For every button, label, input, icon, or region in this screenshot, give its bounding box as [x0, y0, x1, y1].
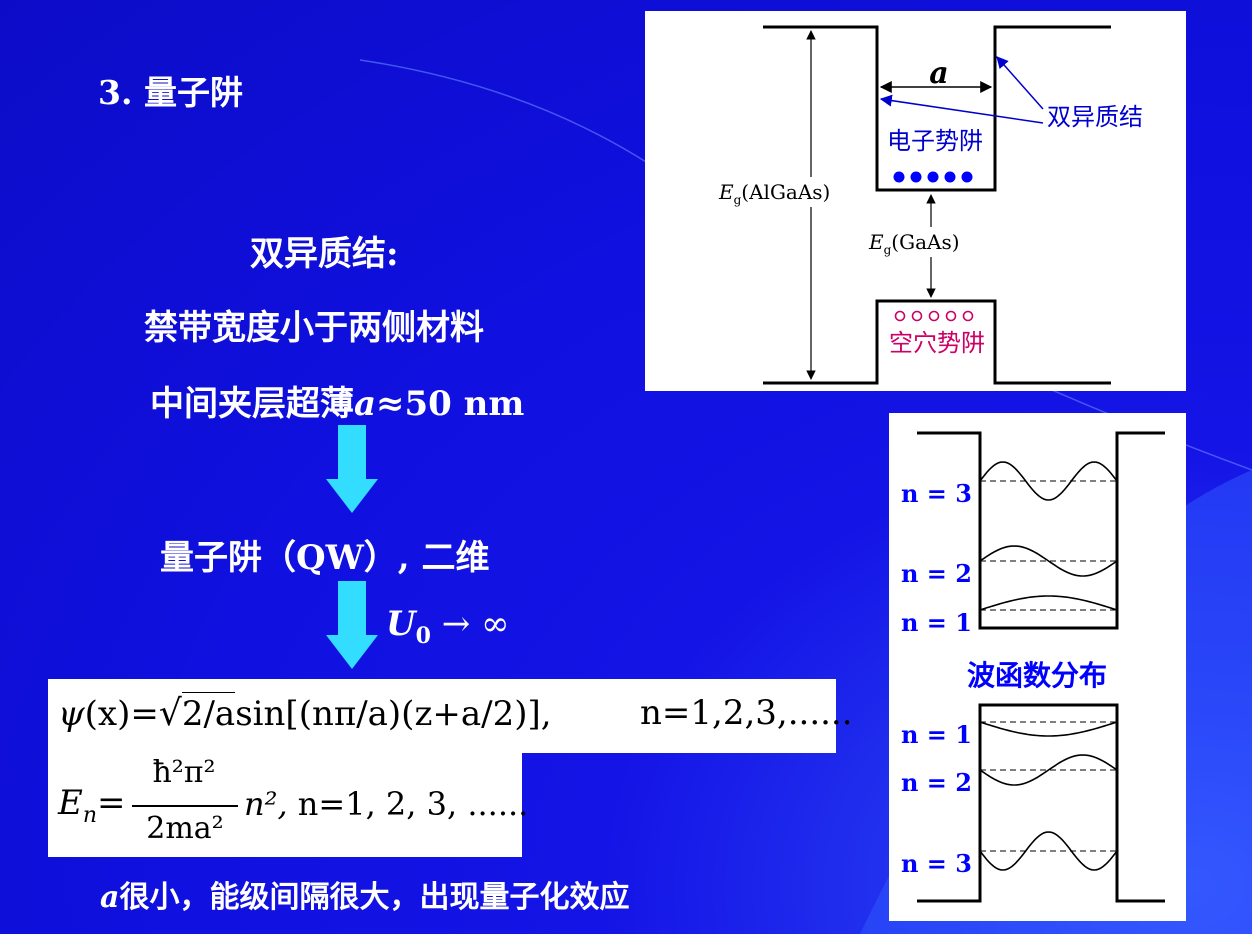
infinite-potential-limit: U0 → ∞: [386, 604, 509, 649]
fraction-denominator: 2ma²: [146, 811, 224, 846]
wavefunction-n1-lower: [979, 721, 1118, 737]
hole-circle: [928, 310, 940, 322]
eg-algaas-label: Eg(AlGaAs): [718, 180, 830, 207]
n-range: n=1,2,3,......: [640, 693, 853, 733]
down-arrow-icon: [326, 581, 378, 669]
hole-circle: [962, 310, 974, 322]
electron-well-label: 电子势阱: [887, 127, 983, 155]
heterojunction-pointer-left: [879, 94, 1044, 124]
thin-layer-line: 中间夹层超薄a≈50 nm: [150, 376, 524, 425]
level-label-n2-lower: n = 2: [901, 768, 972, 797]
level-label-n3-lower: n = 3: [901, 849, 972, 878]
sqrt-content: 2/a: [181, 692, 236, 734]
psi-symbol: ψ: [58, 694, 85, 734]
wavefunction-formula: ψ(x)=√2/asin[(nπ/a)(z+a/2)], n=1,2,3,...…: [48, 679, 853, 753]
level-label-n2: n = 2: [901, 559, 972, 588]
electron-dot: [927, 171, 939, 183]
band-diagram-panel: Eg(AlGaAs) a 双异质结 电子势阱 Eg(GaAs) 空穴势阱: [645, 11, 1186, 391]
double-heterojunction-line: 双异质结:: [250, 234, 399, 274]
sine-argument: sin[(nπ/a)(z+a/2)],: [235, 694, 552, 734]
electron-dots: [893, 171, 973, 183]
equals-sign: =: [130, 694, 159, 734]
band-diagram: Eg(AlGaAs) a 双异质结 电子势阱 Eg(GaAs) 空穴势阱: [717, 25, 1143, 385]
n-range: n=1, 2, 3, ......: [297, 785, 529, 823]
energy-sub: n: [82, 802, 97, 828]
conclusion-text: 很小，能级间隔很大，出现量子化效应: [119, 880, 630, 915]
width-label: a: [929, 56, 948, 91]
fraction-bar: [132, 805, 238, 807]
valence-band-edge: [763, 299, 1111, 385]
thin-layer-var: a: [354, 384, 377, 424]
electron-dot: [910, 171, 922, 183]
slide-title: 3. 量子阱: [98, 73, 243, 112]
heterojunction-pointer-right: [996, 56, 1044, 110]
bandgap-line: 禁带宽度小于两侧材料: [144, 308, 484, 348]
thin-layer-value: ≈50 nm: [376, 384, 525, 424]
level-label-n1-lower: n = 1: [901, 720, 972, 749]
down-arrow-icon: [326, 425, 378, 513]
lower-well-potential: [917, 703, 1165, 903]
wavefunction-n2: [979, 545, 1118, 577]
wavefunction-panel: n = 3 n = 2 n = 1 波函数分布 n = 1 n = 2 n = …: [889, 413, 1186, 921]
sqrt-sign: √: [158, 693, 182, 734]
equals-sign: =: [97, 783, 126, 823]
conclusion-var: a: [100, 880, 120, 915]
wavefunction-n1: [979, 595, 1118, 611]
limit-var: U: [386, 604, 416, 644]
wavefunction-caption: 波函数分布: [967, 659, 1107, 692]
fraction-numerator: ħ²π²: [152, 755, 216, 790]
hole-circle: [894, 310, 906, 322]
wavefunction-n3-lower: [979, 831, 1118, 871]
hole-circle: [945, 310, 957, 322]
level-label-n3: n = 3: [901, 479, 972, 508]
limit-sub: 0: [415, 622, 431, 649]
level-label-n1: n = 1: [901, 608, 972, 637]
energy-symbol: E: [58, 783, 83, 823]
upper-well-potential: [917, 431, 1165, 630]
hole-circle: [911, 310, 923, 322]
wavefunction-diagram: n = 3 n = 2 n = 1 波函数分布 n = 1 n = 2 n = …: [901, 431, 1165, 903]
heterojunction-label: 双异质结: [1047, 103, 1143, 131]
limit-rest: → ∞: [430, 604, 510, 644]
eg-gaas-label: Eg(GaAs): [868, 230, 960, 257]
n-squared: n²,: [244, 785, 288, 823]
electron-dot: [961, 171, 973, 183]
hole-well-label: 空穴势阱: [889, 329, 985, 357]
thin-layer-text: 中间夹层超薄: [150, 384, 354, 424]
hole-circles: [894, 310, 974, 322]
quantum-well-2d-line: 量子阱（QW）, 二维: [160, 538, 490, 578]
electron-dot: [893, 171, 905, 183]
wavefunction-n3: [979, 461, 1118, 501]
psi-arg: (x): [84, 694, 131, 734]
energy-level-formula: En= ħ²π² 2ma² n², n=1, 2, 3, ......: [48, 753, 528, 857]
electron-dot: [944, 171, 956, 183]
wavefunction-n2-lower: [979, 754, 1118, 786]
conclusion-line: a很小，能级间隔很大，出现量子化效应: [100, 872, 629, 916]
conduction-band-edge: [763, 25, 1111, 192]
